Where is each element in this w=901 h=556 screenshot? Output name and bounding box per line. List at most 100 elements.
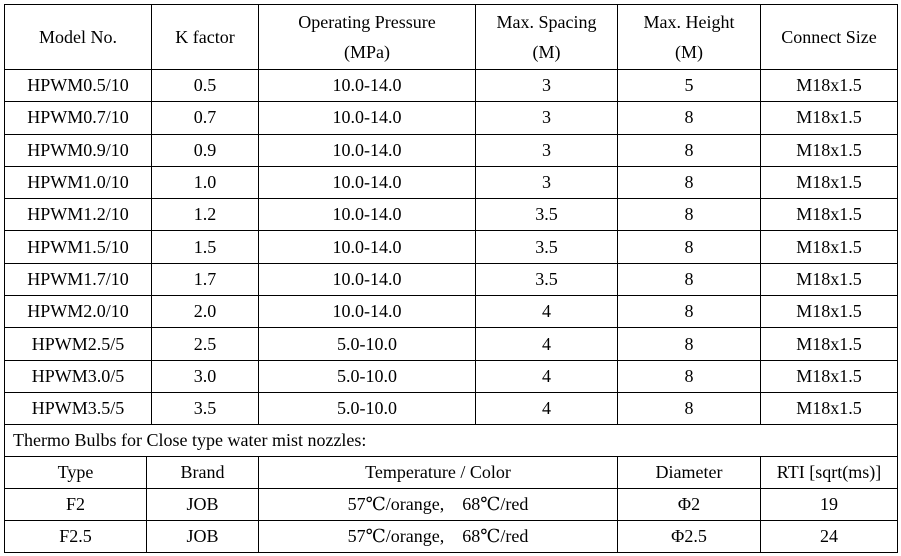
header-model: Model No. xyxy=(4,4,152,70)
height-cell: 8 xyxy=(617,230,761,264)
k-factor-cell: 1.7 xyxy=(151,262,259,297)
bulb-row: F2 JOB 57℃/orange, 68℃/red Φ2 19 xyxy=(4,488,899,522)
pressure-cell: 10.0-14.0 xyxy=(258,262,476,297)
table-row: HPWM1.7/10 1.7 10.0-14.0 3.5 8 M18x1.5 xyxy=(4,262,898,297)
bulb-row: F2.5 JOB 57℃/orange, 68℃/red Φ2.5 24 xyxy=(4,520,899,554)
thermo-bulb-table: Thermo Bulbs for Close type water mist n… xyxy=(3,424,899,554)
connect-cell: M18x1.5 xyxy=(760,68,898,103)
height-cell: 8 xyxy=(617,295,761,329)
bulb-diameter-cell: Φ2 xyxy=(617,488,761,522)
connect-cell: M18x1.5 xyxy=(760,359,898,393)
thermo-bulb-section-title: Thermo Bulbs for Close type water mist n… xyxy=(3,424,899,458)
model-cell: HPWM0.9/10 xyxy=(4,133,152,167)
spacing-cell: 4 xyxy=(475,295,618,329)
k-factor-cell: 0.9 xyxy=(151,133,259,167)
model-cell: HPWM1.2/10 xyxy=(4,198,152,232)
header-temp-color: Temperature / Color xyxy=(258,456,618,490)
k-factor-cell: 3.0 xyxy=(151,359,259,393)
bulb-rti-cell: 24 xyxy=(759,520,899,554)
pressure-cell: 5.0-10.0 xyxy=(258,391,476,426)
connect-cell: M18x1.5 xyxy=(760,198,898,232)
model-cell: HPWM3.0/5 xyxy=(4,359,152,393)
table-row: HPWM0.5/10 0.5 10.0-14.0 3 5 M18x1.5 xyxy=(4,68,898,103)
table-row: HPWM0.7/10 0.7 10.0-14.0 3 8 M18x1.5 xyxy=(4,101,898,135)
pressure-cell: 10.0-14.0 xyxy=(258,230,476,264)
height-cell: 8 xyxy=(617,198,761,232)
model-cell: HPWM1.0/10 xyxy=(4,165,152,200)
thermo-bulb-section-title-row: Thermo Bulbs for Close type water mist n… xyxy=(3,424,899,458)
connect-cell: M18x1.5 xyxy=(760,391,898,426)
table-row: HPWM0.9/10 0.9 10.0-14.0 3 8 M18x1.5 xyxy=(4,133,898,167)
pressure-cell: 10.0-14.0 xyxy=(258,68,476,103)
connect-cell: M18x1.5 xyxy=(760,295,898,329)
height-cell: 8 xyxy=(617,327,761,361)
spacing-cell: 4 xyxy=(475,327,618,361)
height-cell: 8 xyxy=(617,359,761,393)
k-factor-cell: 0.5 xyxy=(151,68,259,103)
model-cell: HPWM2.0/10 xyxy=(4,295,152,329)
bulb-temp-color-cell: 57℃/orange, 68℃/red xyxy=(258,520,618,554)
spacing-cell: 3.5 xyxy=(475,198,618,232)
bulb-brand-cell: JOB xyxy=(146,488,259,522)
spacing-cell: 3 xyxy=(475,68,618,103)
pressure-cell: 10.0-14.0 xyxy=(258,295,476,329)
connect-cell: M18x1.5 xyxy=(760,230,898,264)
model-cell: HPWM1.5/10 xyxy=(4,230,152,264)
bulb-diameter-cell: Φ2.5 xyxy=(617,520,761,554)
height-cell: 8 xyxy=(617,262,761,297)
nozzle-spec-table: Model No. K factor Operating Pressure (MP… xyxy=(4,4,898,426)
bulb-header-row: Type Brand Temperature / Color Diameter … xyxy=(4,456,899,490)
spec-sheet: Model No. K factor Operating Pressure (MP… xyxy=(3,4,899,554)
pressure-cell: 10.0-14.0 xyxy=(258,101,476,135)
k-factor-cell: 2.5 xyxy=(151,327,259,361)
bulb-rti-cell: 19 xyxy=(759,488,899,522)
header-rti: RTI [sqrt(ms)] xyxy=(759,456,899,490)
pressure-cell: 5.0-10.0 xyxy=(258,327,476,361)
pressure-cell: 10.0-14.0 xyxy=(258,133,476,167)
bulb-temp-color-cell: 57℃/orange, 68℃/red xyxy=(258,488,618,522)
table-row: HPWM2.5/5 2.5 5.0-10.0 4 8 M18x1.5 xyxy=(4,327,898,361)
spacing-cell: 4 xyxy=(475,359,618,393)
bulb-type-cell: F2.5 xyxy=(4,520,147,554)
header-height: Max. Height (M) xyxy=(617,4,761,70)
connect-cell: M18x1.5 xyxy=(760,165,898,200)
header-diameter: Diameter xyxy=(617,456,761,490)
pressure-cell: 10.0-14.0 xyxy=(258,165,476,200)
height-cell: 8 xyxy=(617,133,761,167)
header-spacing: Max. Spacing (M) xyxy=(475,4,618,70)
height-cell: 5 xyxy=(617,68,761,103)
bulb-type-cell: F2 xyxy=(4,488,147,522)
model-cell: HPWM0.7/10 xyxy=(4,101,152,135)
model-cell: HPWM3.5/5 xyxy=(4,391,152,426)
height-cell: 8 xyxy=(617,391,761,426)
spacing-cell: 3.5 xyxy=(475,230,618,264)
k-factor-cell: 1.0 xyxy=(151,165,259,200)
pressure-cell: 5.0-10.0 xyxy=(258,359,476,393)
height-cell: 8 xyxy=(617,165,761,200)
table-row: HPWM3.0/5 3.0 5.0-10.0 4 8 M18x1.5 xyxy=(4,359,898,393)
connect-cell: M18x1.5 xyxy=(760,133,898,167)
k-factor-cell: 1.5 xyxy=(151,230,259,264)
model-cell: HPWM1.7/10 xyxy=(4,262,152,297)
table-row: HPWM1.2/10 1.2 10.0-14.0 3.5 8 M18x1.5 xyxy=(4,198,898,232)
spacing-cell: 3.5 xyxy=(475,262,618,297)
connect-cell: M18x1.5 xyxy=(760,327,898,361)
bulb-brand-cell: JOB xyxy=(146,520,259,554)
spacing-cell: 3 xyxy=(475,101,618,135)
model-cell: HPWM0.5/10 xyxy=(4,68,152,103)
header-type: Type xyxy=(4,456,147,490)
header-pressure: Operating Pressure (MPa) xyxy=(258,4,476,70)
table-row: HPWM1.5/10 1.5 10.0-14.0 3.5 8 M18x1.5 xyxy=(4,230,898,264)
k-factor-cell: 0.7 xyxy=(151,101,259,135)
table-row: HPWM3.5/5 3.5 5.0-10.0 4 8 M18x1.5 xyxy=(4,391,898,426)
spacing-cell: 4 xyxy=(475,391,618,426)
k-factor-cell: 3.5 xyxy=(151,391,259,426)
table-row: HPWM1.0/10 1.0 10.0-14.0 3 8 M18x1.5 xyxy=(4,165,898,200)
table-header-row: Model No. K factor Operating Pressure (MP… xyxy=(4,4,898,70)
header-k-factor: K factor xyxy=(151,4,259,70)
pressure-cell: 10.0-14.0 xyxy=(258,198,476,232)
model-cell: HPWM2.5/5 xyxy=(4,327,152,361)
connect-cell: M18x1.5 xyxy=(760,262,898,297)
k-factor-cell: 1.2 xyxy=(151,198,259,232)
table-row: HPWM2.0/10 2.0 10.0-14.0 4 8 M18x1.5 xyxy=(4,295,898,329)
